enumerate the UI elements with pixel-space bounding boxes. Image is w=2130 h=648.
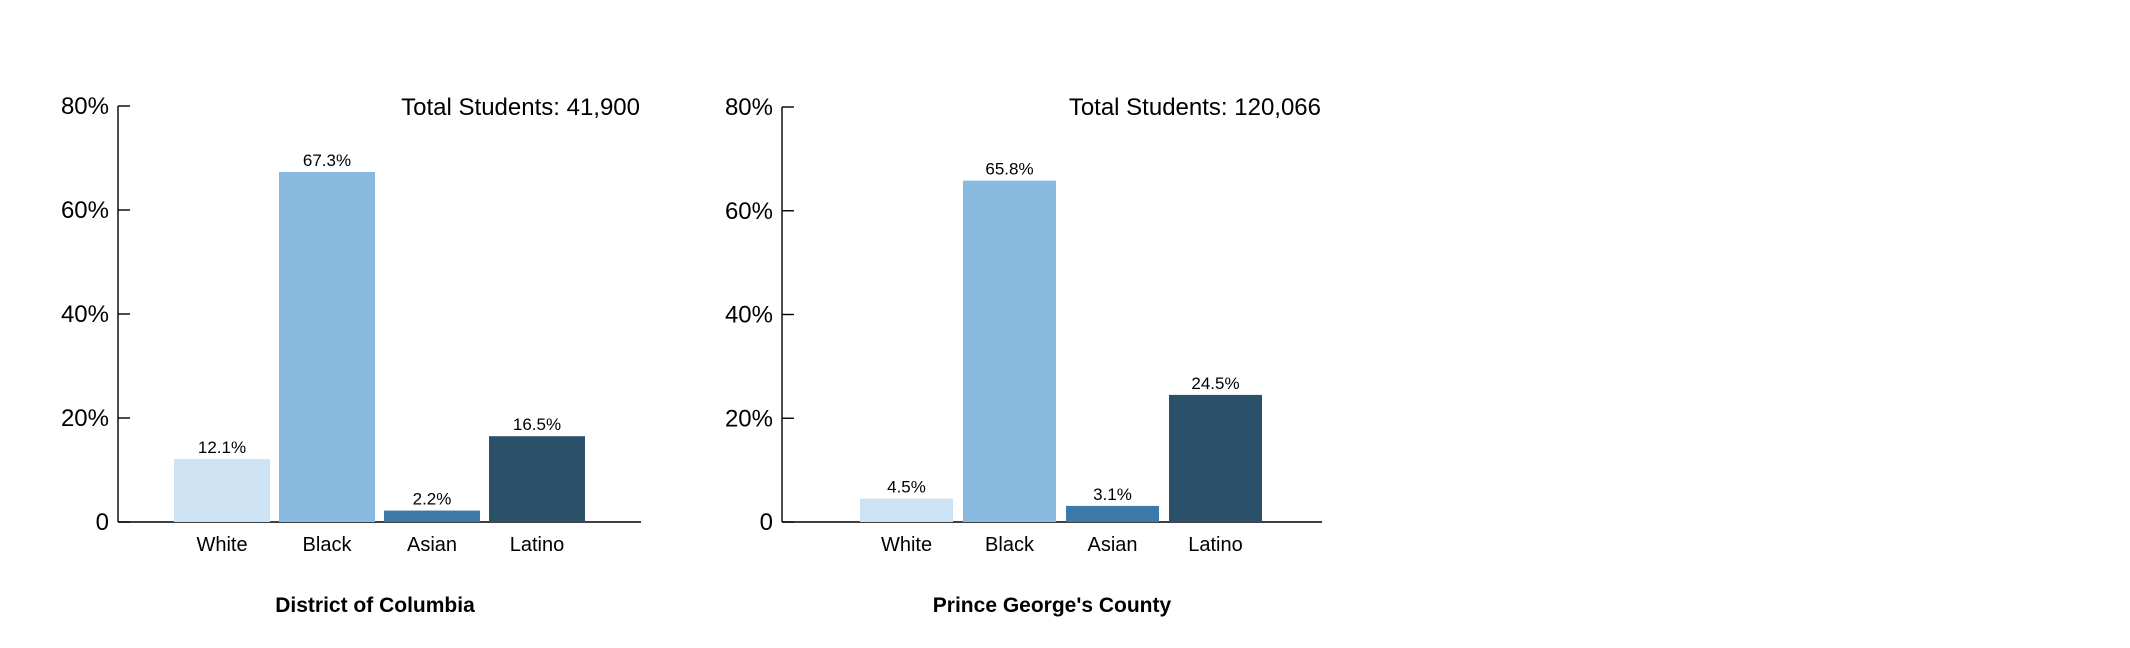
data-label-black: 67.3%	[303, 151, 351, 170]
x-tick-label-latino: Latino	[1188, 534, 1243, 556]
chart-panel-district-of-columbia: 0 20% 40% 60% 80% 12.1% White 67.3% Black 2.2% Asi…	[61, 93, 641, 617]
x-tick-label-asian: Asian	[1087, 534, 1137, 556]
bar-asian	[384, 510, 480, 522]
y-tick-label: 0	[760, 509, 773, 536]
x-tick-label-black: Black	[303, 534, 353, 556]
y-tick-label: 40%	[61, 301, 109, 328]
x-tick-label-latino: Latino	[510, 534, 565, 556]
y-tick-label: 20%	[725, 405, 773, 432]
data-label-asian: 3.1%	[1093, 485, 1132, 504]
x-tick-label-white: White	[196, 534, 247, 556]
x-tick-label-black: Black	[985, 534, 1035, 556]
bar-white	[174, 459, 270, 522]
y-tick-label: 20%	[61, 405, 109, 432]
chart-panel-prince-georges-county: 0 20% 40% 60% 80% 4.5% White 65.8% Black 3.1% Asia…	[725, 94, 1322, 617]
bar-asian	[1066, 505, 1159, 522]
x-tick-label-asian: Asian	[407, 534, 457, 556]
data-label-asian: 2.2%	[413, 490, 452, 509]
y-tick-label: 40%	[725, 302, 773, 329]
bar-latino	[1169, 394, 1262, 522]
x-tick-label-white: White	[881, 534, 932, 556]
chart-title: Prince George's County	[933, 594, 1172, 617]
chart-title: District of Columbia	[275, 594, 475, 617]
data-label-white: 4.5%	[887, 478, 926, 497]
bar-white	[860, 498, 953, 522]
y-tick-label: 80%	[61, 93, 109, 120]
bar-latino	[489, 436, 585, 522]
bar-black	[279, 172, 375, 523]
total-students-annotation: Total Students: 41,900	[401, 94, 640, 121]
y-tick-label: 60%	[61, 197, 109, 224]
data-label-white: 12.1%	[198, 438, 246, 457]
data-label-black: 65.8%	[985, 160, 1033, 179]
y-tick-label: 60%	[725, 198, 773, 225]
y-tick-label: 80%	[725, 94, 773, 121]
total-students-annotation: Total Students: 120,066	[1069, 94, 1321, 121]
y-tick-label: 0	[96, 509, 109, 536]
data-label-latino: 16.5%	[513, 415, 561, 434]
data-label-latino: 24.5%	[1191, 374, 1239, 393]
bar-black	[963, 180, 1056, 522]
